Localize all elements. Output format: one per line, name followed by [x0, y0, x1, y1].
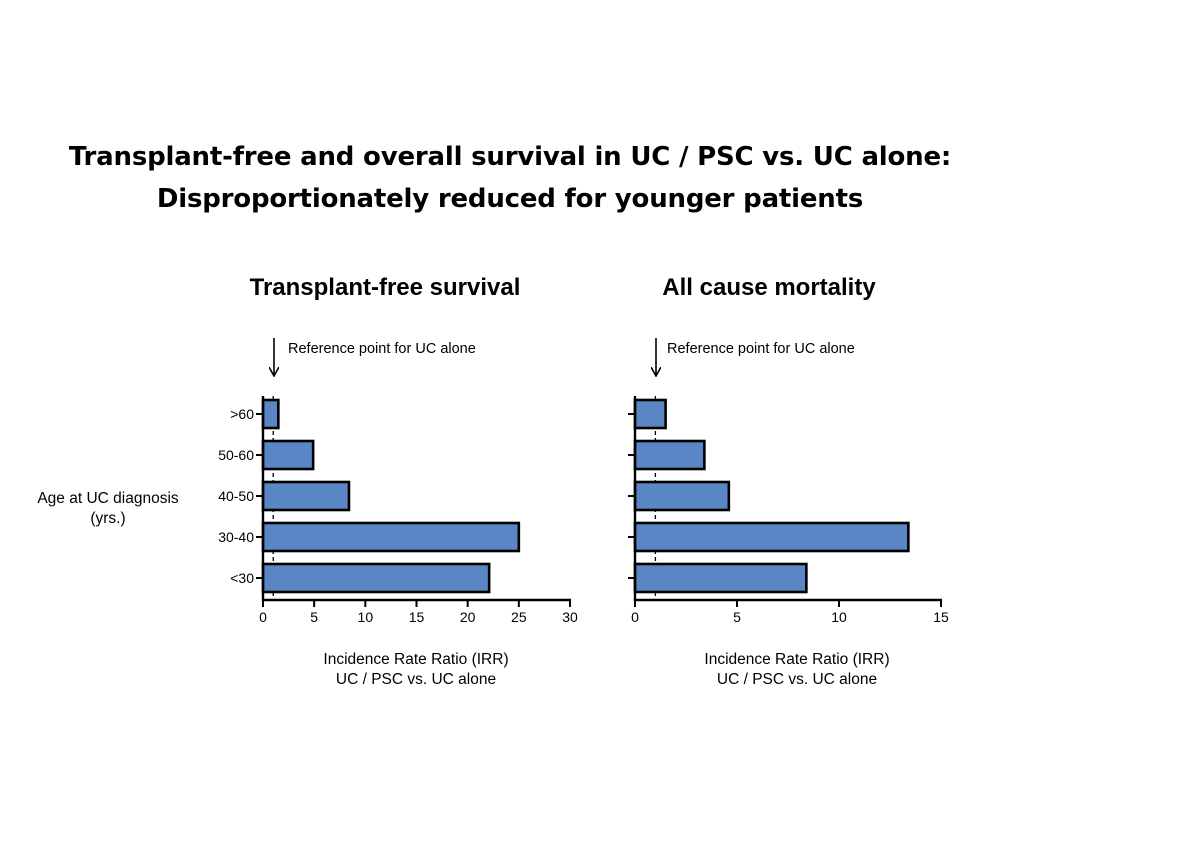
x-tick-label: 10	[358, 609, 374, 625]
x-tick-label: 25	[511, 609, 527, 625]
x-tick-label: 15	[409, 609, 425, 625]
x-tick-label: 0	[631, 609, 639, 625]
bar-<30	[261, 562, 491, 594]
y-tick-label: 30-40	[218, 529, 254, 545]
page-title-line-2: Disproportionately reduced for younger p…	[156, 184, 864, 214]
y-tick-label: <30	[230, 570, 254, 586]
y-axis-label-line-1: Age at UC diagnosis	[37, 490, 179, 507]
x-axis-label-line-1: Incidence Rate Ratio (IRR)	[704, 651, 889, 668]
plot-area: >60 50-60 40-50 30-40 <30 0 5 10 15 20 25 30	[218, 396, 578, 625]
bar-50-60	[261, 439, 315, 471]
bar-<30	[633, 562, 808, 594]
y-axis-label-line-2: (yrs.)	[90, 510, 125, 527]
bar->60	[261, 398, 280, 430]
x-tick-label: 30	[562, 609, 578, 625]
bar-40-50	[261, 480, 351, 512]
page-title: Transplant-free and overall survival in …	[0, 136, 1020, 220]
x-tick-label: 5	[310, 609, 318, 625]
chart-all-cause-mortality: All cause mortality Reference point for …	[628, 274, 949, 688]
x-axis-label-line-2: UC / PSC vs. UC alone	[717, 671, 877, 688]
chart-title: Transplant-free survival	[250, 274, 521, 301]
bar-30-40	[633, 521, 910, 553]
x-axis-label-line-2: UC / PSC vs. UC alone	[336, 671, 496, 688]
bar-30-40	[261, 521, 521, 553]
x-axis-label-line-1: Incidence Rate Ratio (IRR)	[323, 651, 508, 668]
x-tick-label: 10	[831, 609, 847, 625]
x-tick-label: 5	[733, 609, 741, 625]
reference-label: Reference point for UC alone	[288, 341, 476, 357]
chart-transplant-free-survival: Transplant-free survival Reference point…	[37, 274, 578, 688]
y-tick-label: 50-60	[218, 447, 254, 463]
plot-area: 0 5 10 15	[628, 396, 949, 625]
y-tick-label: 40-50	[218, 488, 254, 504]
bar-50-60	[633, 439, 706, 471]
x-tick-label: 20	[460, 609, 476, 625]
chart-title: All cause mortality	[662, 274, 876, 301]
page-title-line-1: Transplant-free and overall survival in …	[68, 142, 952, 172]
bar->60	[633, 398, 667, 430]
bar-40-50	[633, 480, 731, 512]
reference-label: Reference point for UC alone	[667, 341, 855, 357]
y-tick-label: >60	[230, 406, 254, 422]
x-tick-label: 0	[259, 609, 267, 625]
x-tick-label: 15	[933, 609, 949, 625]
